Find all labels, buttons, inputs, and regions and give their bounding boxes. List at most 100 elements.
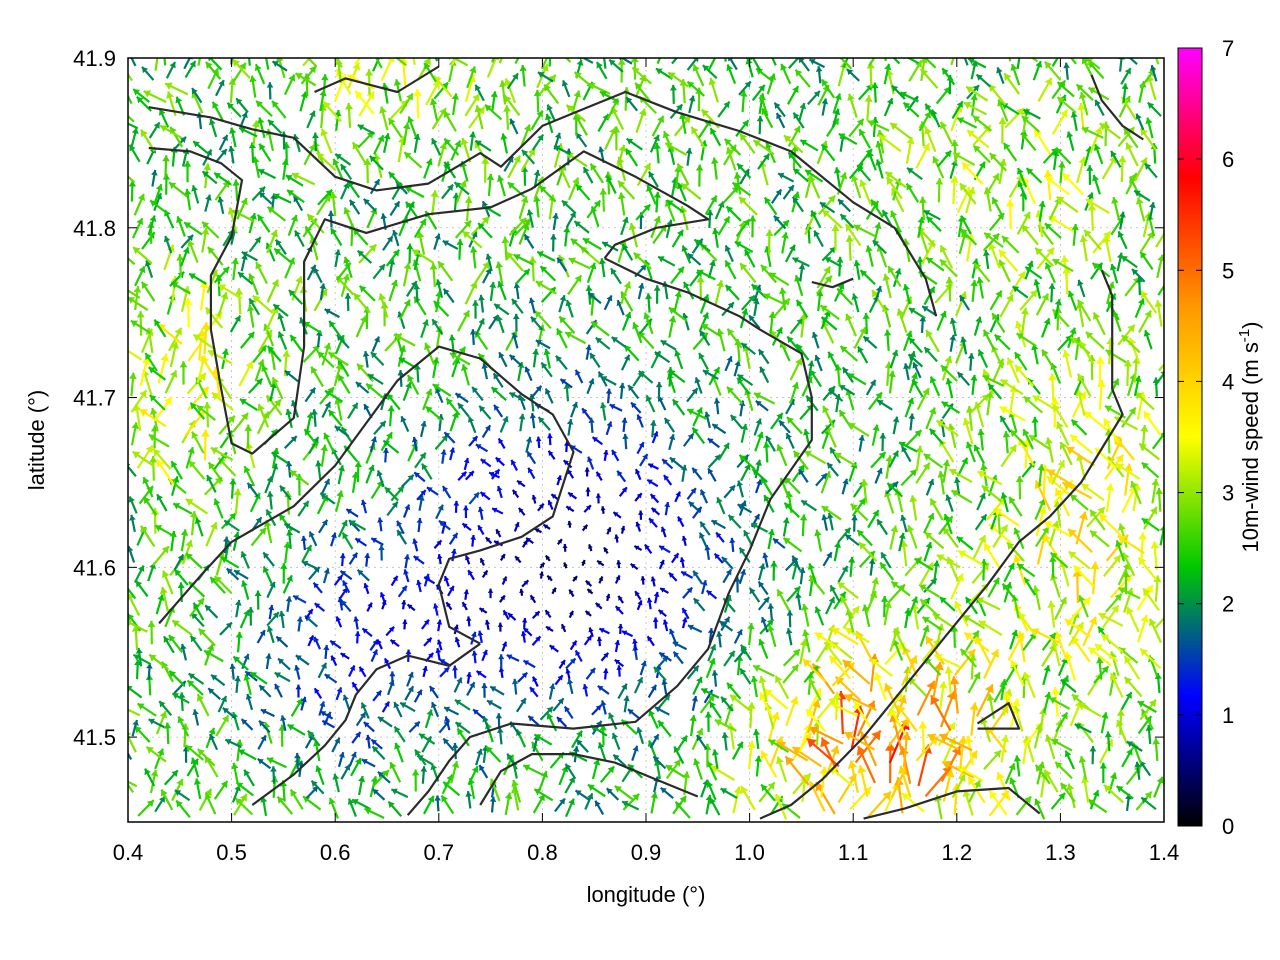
wind-arrow — [699, 694, 716, 714]
wind-arrow — [527, 467, 536, 480]
wind-arrow — [1070, 58, 1077, 65]
wind-arrow — [403, 569, 410, 583]
wind-arrow — [220, 556, 240, 569]
wind-arrow — [162, 155, 170, 178]
wind-arrow — [952, 151, 976, 166]
wind-arrow — [429, 98, 439, 121]
wind-arrow — [382, 447, 390, 463]
wind-arrow — [653, 142, 661, 164]
wind-arrow — [729, 694, 752, 712]
wind-arrow — [185, 744, 204, 761]
wind-arrow — [263, 519, 273, 544]
wind-arrow — [599, 724, 607, 746]
wind-arrow — [258, 191, 273, 205]
wind-arrow — [1076, 373, 1092, 398]
wind-arrow — [477, 222, 493, 239]
wind-arrow — [633, 545, 643, 552]
wind-arrow — [1098, 612, 1124, 627]
wind-arrow — [1104, 731, 1112, 752]
wind-arrow — [734, 240, 754, 253]
wind-arrow — [986, 693, 996, 719]
wind-arrow — [1063, 62, 1070, 80]
wind-arrow — [426, 486, 439, 496]
wind-arrow — [1090, 561, 1100, 595]
wind-arrow — [132, 653, 152, 666]
wind-arrow — [248, 142, 257, 163]
wind-arrow — [704, 544, 711, 560]
wind-arrow — [726, 386, 744, 405]
wind-arrow — [750, 283, 767, 299]
wind-arrow — [718, 442, 730, 460]
wind-arrow — [496, 315, 505, 334]
wind-arrow — [1139, 647, 1162, 670]
wind-arrow — [690, 126, 707, 149]
wind-arrow — [872, 239, 887, 255]
wind-arrow — [1089, 746, 1097, 765]
wind-arrow — [1000, 492, 1009, 513]
wind-arrow — [971, 258, 980, 279]
wind-arrow — [1140, 127, 1157, 151]
wind-arrow — [680, 182, 702, 200]
wind-arrow — [420, 619, 430, 630]
wind-arrow — [1101, 604, 1120, 629]
wind-arrow — [135, 96, 152, 112]
wind-arrow — [219, 621, 233, 636]
wind-arrow — [463, 589, 469, 600]
wind-arrow — [908, 413, 916, 431]
wind-arrow — [636, 414, 644, 428]
wind-arrow — [814, 354, 823, 372]
wind-arrow — [396, 520, 405, 535]
wind-arrow — [175, 799, 191, 818]
wind-arrow — [668, 571, 678, 582]
wind-arrow — [763, 196, 778, 216]
wind-arrow — [538, 185, 557, 203]
wind-arrow — [419, 420, 427, 438]
wind-arrow — [584, 610, 592, 617]
wind-arrow — [153, 192, 163, 212]
wind-arrow — [875, 159, 884, 179]
wind-arrow — [710, 519, 726, 530]
wind-arrow — [128, 114, 135, 123]
wind-arrow — [465, 790, 473, 809]
wind-arrow — [153, 319, 167, 338]
wind-arrow — [775, 756, 788, 783]
wind-arrow — [244, 670, 258, 682]
wind-arrow — [534, 527, 542, 534]
wind-arrow — [901, 655, 918, 686]
wind-arrow — [130, 389, 148, 413]
wind-arrow — [436, 639, 443, 651]
wind-arrow — [700, 687, 720, 699]
wind-arrow — [337, 751, 345, 768]
wind-arrow — [280, 563, 288, 584]
wind-arrow — [747, 702, 756, 729]
wind-arrow — [279, 484, 292, 501]
wind-arrow — [261, 364, 273, 386]
wind-arrow — [370, 479, 384, 500]
wind-arrow — [154, 524, 175, 538]
wind-arrow — [757, 580, 769, 596]
wind-arrow — [299, 91, 308, 112]
wind-arrow — [136, 444, 154, 469]
wind-arrow — [508, 217, 527, 237]
wind-arrow — [744, 248, 756, 268]
wind-arrow — [1121, 748, 1134, 768]
wind-arrow — [154, 795, 166, 813]
wind-arrow — [833, 167, 841, 188]
wind-arrow — [640, 576, 646, 585]
wind-arrow — [266, 625, 275, 644]
wind-arrow — [575, 183, 591, 201]
wind-arrow — [612, 753, 627, 768]
wind-arrow — [924, 103, 938, 121]
wind-arrow — [227, 207, 238, 233]
wind-arrow — [222, 707, 237, 720]
wind-arrow — [704, 195, 718, 215]
wind-arrow — [833, 452, 856, 467]
wind-arrow — [815, 66, 823, 84]
wind-arrow — [958, 294, 971, 311]
wind-arrow — [544, 609, 552, 619]
wind-arrow — [740, 90, 748, 113]
wind-arrow — [975, 683, 994, 717]
wind-arrow — [511, 489, 520, 499]
wind-arrow — [469, 329, 477, 346]
